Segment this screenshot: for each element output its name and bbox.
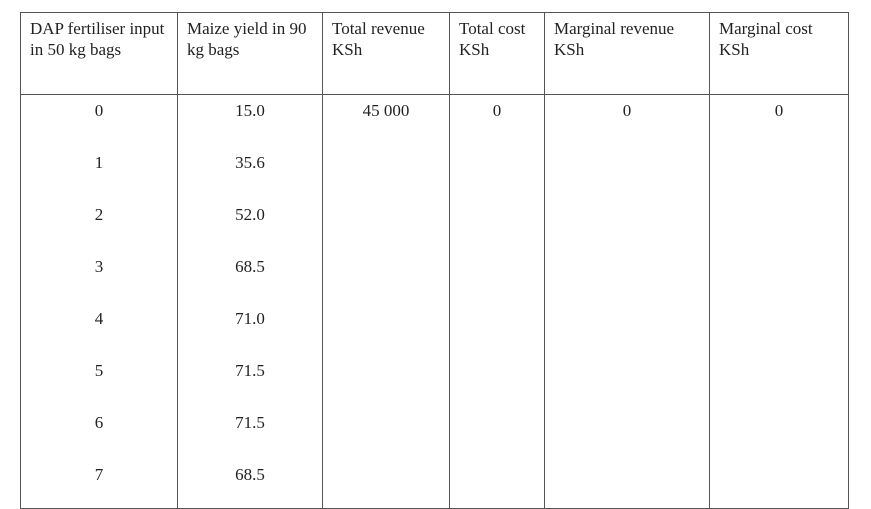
cell-marginal-revenue <box>544 251 710 303</box>
cell-total-cost <box>449 199 545 251</box>
cell-dap-input: 5 <box>20 355 178 407</box>
cell-total-cost <box>449 459 545 509</box>
cell-marginal-cost <box>709 355 849 407</box>
cell-dap-input: 0 <box>20 94 178 147</box>
cell-total-revenue: 45 000 <box>322 94 450 147</box>
cell-marginal-revenue: 0 <box>544 94 710 147</box>
header-marginal-cost: Marginal cost KSh <box>709 12 849 95</box>
cell-dap-input: 6 <box>20 407 178 459</box>
cell-total-revenue <box>322 199 450 251</box>
header-marginal-revenue: Marginal revenue KSh <box>544 12 710 95</box>
cell-total-revenue <box>322 407 450 459</box>
cell-dap-input: 1 <box>20 147 178 199</box>
cell-total-cost <box>449 147 545 199</box>
cell-maize-yield: 35.6 <box>177 147 323 199</box>
cell-total-revenue <box>322 303 450 355</box>
cell-marginal-cost <box>709 199 849 251</box>
cell-total-revenue <box>322 251 450 303</box>
fertiliser-yield-table: DAP fertiliser input in 50 kg bags Maize… <box>20 12 849 509</box>
cell-dap-input: 2 <box>20 199 178 251</box>
header-total-revenue: Total revenue KSh <box>322 12 450 95</box>
table-row: 5 71.5 <box>20 355 849 407</box>
table-row: 2 52.0 <box>20 199 849 251</box>
cell-marginal-revenue <box>544 199 710 251</box>
cell-dap-input: 4 <box>20 303 178 355</box>
cell-marginal-revenue <box>544 459 710 509</box>
table-row: 7 68.5 <box>20 459 849 509</box>
cell-marginal-revenue <box>544 147 710 199</box>
cell-dap-input: 3 <box>20 251 178 303</box>
cell-marginal-revenue <box>544 355 710 407</box>
table-row: 0 15.0 45 000 0 0 0 <box>20 94 849 147</box>
header-total-cost: Total cost KSh <box>449 12 545 95</box>
cell-total-cost <box>449 251 545 303</box>
cell-maize-yield: 71.0 <box>177 303 323 355</box>
cell-marginal-cost <box>709 407 849 459</box>
table-row: 3 68.5 <box>20 251 849 303</box>
cell-total-cost <box>449 355 545 407</box>
header-row: DAP fertiliser input in 50 kg bags Maize… <box>20 12 849 95</box>
cell-maize-yield: 68.5 <box>177 459 323 509</box>
cell-marginal-revenue <box>544 407 710 459</box>
cell-marginal-cost <box>709 147 849 199</box>
cell-maize-yield: 71.5 <box>177 407 323 459</box>
cell-total-cost: 0 <box>449 94 545 147</box>
cell-maize-yield: 71.5 <box>177 355 323 407</box>
margin-mark: ··· <box>0 274 3 285</box>
header-dap-input: DAP fertiliser input in 50 kg bags <box>20 12 178 95</box>
cell-maize-yield: 68.5 <box>177 251 323 303</box>
cell-total-cost <box>449 303 545 355</box>
cell-marginal-cost <box>709 459 849 509</box>
cell-maize-yield: 52.0 <box>177 199 323 251</box>
table-row: 4 71.0 <box>20 303 849 355</box>
cell-marginal-cost <box>709 303 849 355</box>
header-maize-yield: Maize yield in 90 kg bags <box>177 12 323 95</box>
cell-marginal-revenue <box>544 303 710 355</box>
cell-marginal-cost: 0 <box>709 94 849 147</box>
cell-maize-yield: 15.0 <box>177 94 323 147</box>
cell-marginal-cost <box>709 251 849 303</box>
cell-total-revenue <box>322 355 450 407</box>
cell-dap-input: 7 <box>20 459 178 509</box>
cell-total-revenue <box>322 459 450 509</box>
cell-total-revenue <box>322 147 450 199</box>
table-row: 1 35.6 <box>20 147 849 199</box>
cell-total-cost <box>449 407 545 459</box>
table-row: 6 71.5 <box>20 407 849 459</box>
